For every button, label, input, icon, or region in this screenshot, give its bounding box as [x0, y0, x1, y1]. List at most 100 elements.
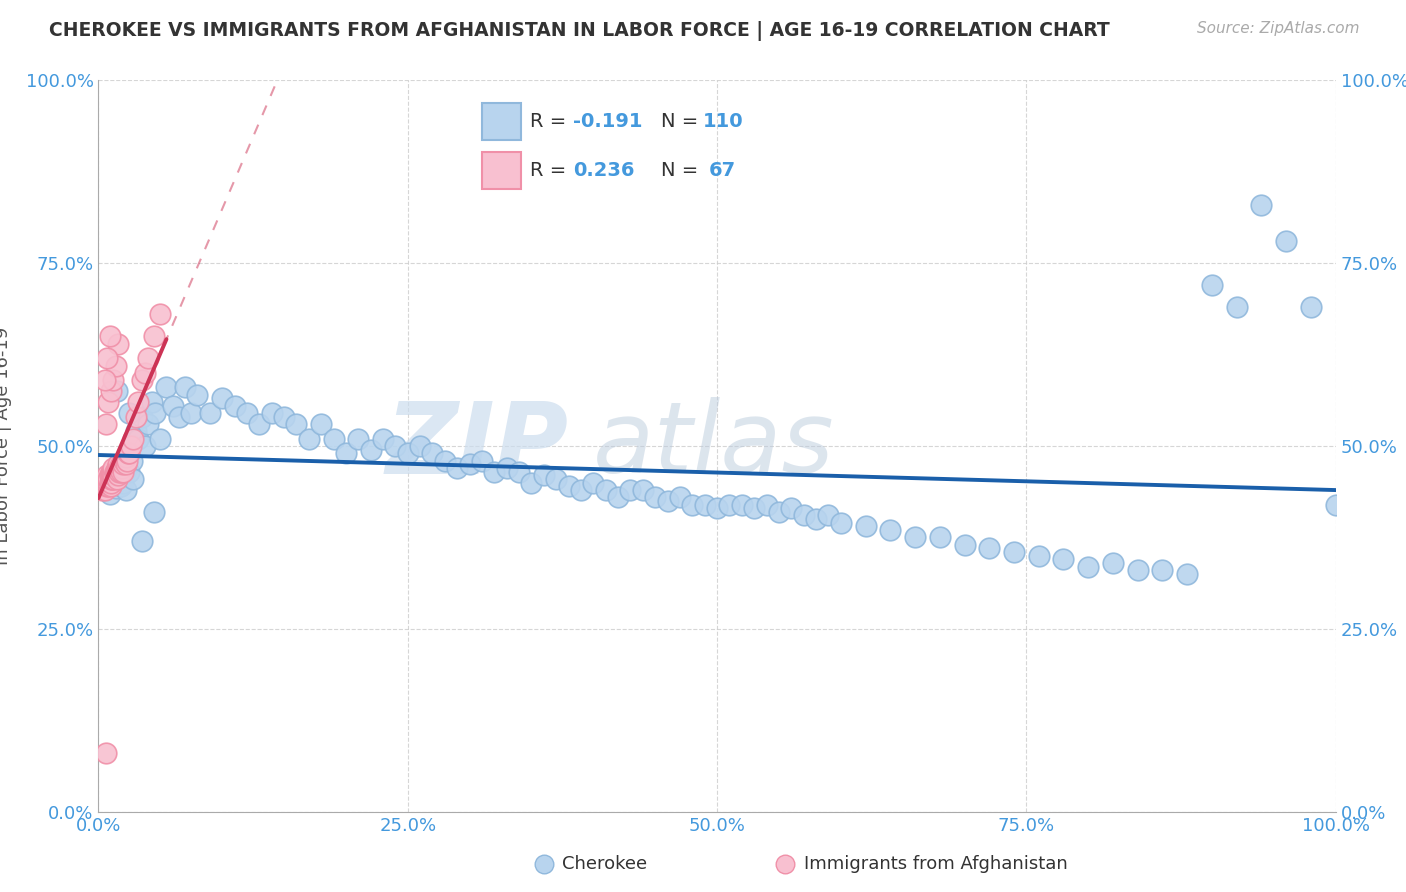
Text: CHEROKEE VS IMMIGRANTS FROM AFGHANISTAN IN LABOR FORCE | AGE 16-19 CORRELATION C: CHEROKEE VS IMMIGRANTS FROM AFGHANISTAN … — [49, 21, 1109, 41]
Point — [127, 432, 149, 446]
Text: atlas: atlas — [593, 398, 835, 494]
Point — [143, 406, 166, 420]
Point — [100, 384, 122, 399]
Point — [100, 468, 122, 483]
Point — [224, 399, 246, 413]
Point — [134, 439, 156, 453]
Point — [607, 490, 630, 504]
Point — [669, 490, 692, 504]
Point — [484, 465, 506, 479]
Text: Cherokee: Cherokee — [562, 855, 648, 873]
Point — [103, 465, 125, 479]
Point — [143, 329, 166, 343]
Point — [273, 409, 295, 424]
Point — [124, 425, 146, 439]
Point — [98, 329, 121, 343]
Point — [115, 461, 138, 475]
Point — [94, 472, 117, 486]
Point — [110, 465, 132, 479]
Point — [111, 457, 134, 471]
Point — [1102, 556, 1125, 570]
Point — [97, 472, 120, 486]
Point — [657, 494, 679, 508]
Point — [1201, 278, 1223, 293]
Point — [93, 373, 115, 387]
Point — [93, 479, 115, 493]
Point — [114, 457, 136, 471]
Point — [247, 417, 270, 431]
Point — [569, 483, 592, 497]
Point — [298, 432, 321, 446]
Point — [107, 461, 129, 475]
Point — [1002, 545, 1025, 559]
Y-axis label: In Labor Force | Age 16-19: In Labor Force | Age 16-19 — [0, 326, 11, 566]
Point — [103, 468, 125, 483]
Point — [97, 475, 120, 490]
Point — [131, 534, 153, 549]
Point — [360, 442, 382, 457]
Point — [162, 399, 184, 413]
Point — [120, 439, 142, 453]
Point — [742, 501, 765, 516]
Point — [103, 373, 125, 387]
Point — [114, 483, 136, 497]
Point — [94, 477, 117, 491]
Text: Immigrants from Afghanistan: Immigrants from Afghanistan — [804, 855, 1067, 873]
Point — [94, 746, 117, 760]
Point — [619, 483, 641, 497]
Point — [1275, 234, 1298, 248]
Point — [1226, 300, 1249, 314]
Point — [104, 465, 127, 479]
Point — [103, 461, 125, 475]
Point — [141, 395, 163, 409]
Point — [105, 465, 128, 479]
Point — [1028, 549, 1050, 563]
Point — [101, 465, 124, 479]
Point — [557, 479, 579, 493]
Point — [107, 457, 129, 471]
Point — [780, 501, 803, 516]
Point — [582, 475, 605, 490]
Point — [115, 453, 138, 467]
Point — [1126, 563, 1149, 577]
Point — [143, 505, 166, 519]
Point — [93, 483, 115, 497]
Point — [149, 432, 172, 446]
Point — [105, 384, 128, 399]
Point — [422, 446, 444, 460]
Point — [118, 446, 141, 460]
Point — [1152, 563, 1174, 577]
Point — [98, 475, 121, 490]
Point — [112, 475, 135, 490]
Point — [533, 468, 555, 483]
Point — [904, 530, 927, 544]
Point — [546, 472, 568, 486]
Point — [105, 461, 128, 475]
Point — [1299, 300, 1322, 314]
Point — [149, 307, 172, 321]
Point — [107, 468, 129, 483]
Point — [98, 468, 121, 483]
Point — [1324, 498, 1347, 512]
Point — [108, 465, 131, 479]
Point — [309, 417, 332, 431]
Point — [94, 417, 117, 431]
Point — [335, 446, 357, 460]
Point — [103, 477, 125, 491]
Point — [114, 450, 136, 464]
Point — [98, 486, 121, 500]
Point — [93, 475, 115, 490]
Point — [768, 505, 790, 519]
Point — [718, 498, 741, 512]
Point — [384, 439, 406, 453]
Point — [103, 472, 125, 486]
Point — [112, 453, 135, 467]
Point — [117, 446, 139, 460]
Point — [124, 409, 146, 424]
Point — [595, 483, 617, 497]
Point — [100, 472, 122, 486]
Point — [97, 395, 120, 409]
Point — [110, 457, 132, 471]
Point — [1175, 567, 1198, 582]
Point — [101, 472, 124, 486]
